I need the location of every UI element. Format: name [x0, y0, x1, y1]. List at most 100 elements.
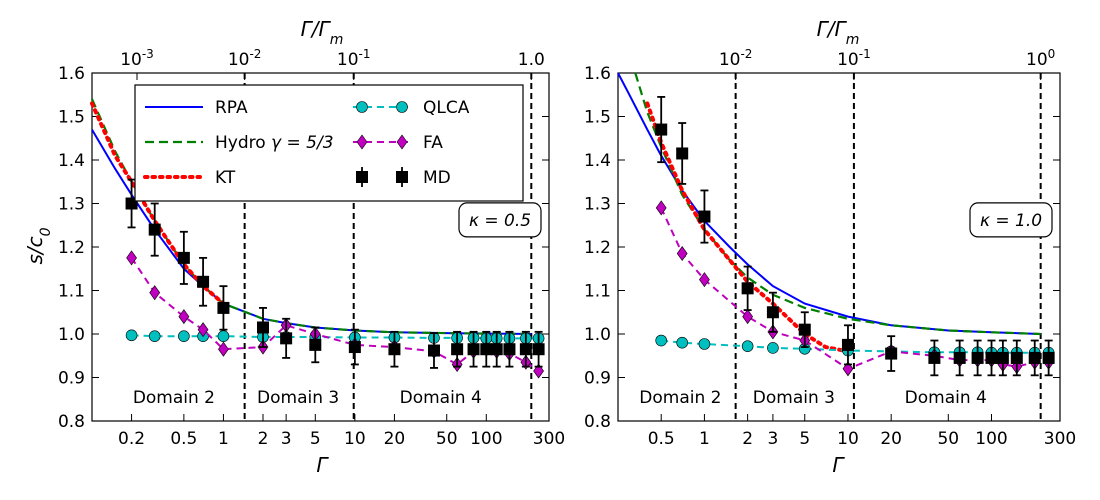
legend-item-hydro: Hydro γ = 5/3: [145, 133, 334, 153]
left-top-tick-label: 1.0: [518, 50, 545, 70]
left-md-point: [217, 301, 230, 314]
right-md-point: [985, 351, 998, 364]
right-top-tick-label: 100: [1026, 47, 1055, 70]
left-md-point: [427, 344, 440, 357]
right-md-point: [698, 210, 711, 223]
right-fa-point: [655, 200, 667, 216]
right-top-tick-label: 10-2: [719, 47, 753, 70]
right-ytick-label: 1.2: [584, 238, 611, 258]
legend-frame: [134, 84, 524, 202]
left-qlca-point: [125, 329, 138, 342]
right-domain-label: Domain 4: [905, 388, 987, 408]
left-ytick-label: 0.8: [58, 412, 85, 432]
legend-label: RPA: [215, 98, 248, 118]
left-xtick-label: 1: [218, 429, 229, 449]
left-xtick-label: 0.5: [170, 429, 197, 449]
right-xtick-label: 2: [742, 429, 753, 449]
left-xtick-label: 20: [384, 429, 406, 449]
left-series-md: [125, 178, 545, 369]
right-md-point: [741, 282, 754, 295]
left-fa-point: [126, 250, 137, 266]
left-md-point: [519, 343, 532, 356]
left-md-point: [197, 275, 210, 288]
left-ylabel: s/c0: [23, 227, 54, 264]
right-md-point: [996, 351, 1009, 364]
left-qlca-point: [148, 330, 161, 342]
right-xtick-label: 20: [880, 429, 902, 449]
right-xtick-label: 300: [1044, 429, 1076, 449]
right-md-point: [676, 147, 689, 160]
right-qlca-point: [655, 334, 668, 347]
left-fa-point: [178, 309, 190, 325]
legend-swatch-marker: [396, 134, 408, 150]
right-ytick-label: 1.1: [584, 282, 611, 302]
right-plot-area: 0.8 0.9 1.0 1.1 1.2 1.3 1.4 1.5 1.6 0.5 1 2 3 5 10 20 50…: [584, 47, 1076, 449]
right-domain-label: Domain 2: [639, 388, 721, 408]
right-fa-point: [676, 246, 688, 262]
right-xtick-label: 0.5: [648, 429, 675, 449]
right-series-md: [655, 96, 1055, 377]
left-plot-area: 0.8 0.9 1.0 1.1 1.2 1.3 1.4 1.5 1.6 0.2 0.5 1 2 3 5 10 2…: [58, 47, 565, 449]
right-ytick-label: 0.8: [584, 412, 611, 432]
left-md-point: [177, 251, 190, 264]
left-xtick-label: 10: [344, 429, 366, 449]
left-xtick-label: 5: [310, 429, 321, 449]
left-md-point: [532, 343, 545, 356]
left-md-point: [490, 343, 503, 356]
right-xtick-label: 50: [937, 429, 959, 449]
left-domain-label: Domain 2: [133, 388, 215, 408]
right-qlca-point: [741, 340, 754, 352]
right-plot-frame: [617, 72, 1061, 422]
right-qlca-line: [661, 339, 1049, 354]
right-xtick-label: 5: [799, 429, 810, 449]
legend-label: MD: [423, 168, 451, 188]
left-md-point: [280, 332, 293, 345]
legend-label: Hydro γ = 5/3: [215, 133, 334, 153]
left-fa-point: [149, 285, 161, 301]
left-domain-label: Domain 3: [257, 388, 339, 408]
legend-item-fa: FA: [353, 133, 443, 153]
left-md-point: [503, 343, 516, 356]
left-top-xlabel: Γ/Γm: [301, 17, 344, 48]
left-md-point: [256, 321, 269, 334]
right-md-point: [841, 338, 854, 351]
right-md-point: [928, 351, 941, 364]
left-qlca-point: [217, 330, 230, 342]
right-xlabel: Γ: [832, 453, 845, 477]
right-qlca-point: [698, 338, 711, 350]
right-qlca-point: [676, 336, 688, 349]
right-md-point: [798, 323, 811, 336]
left-md-point: [467, 343, 480, 356]
right-md-point: [971, 351, 984, 364]
right-ytick-label: 1.6: [584, 64, 611, 84]
legend-item-kt: KT: [143, 168, 236, 188]
right-xtick-label: 100: [975, 429, 1007, 449]
legend-swatch-marker: [356, 101, 368, 113]
right-xtick-label: 3: [767, 429, 778, 449]
right-md-point: [766, 306, 779, 319]
left-xtick-label: 300: [533, 429, 565, 449]
left-fa-point: [197, 322, 209, 338]
legend-swatch-marker: [356, 134, 368, 150]
legend-label: FA: [423, 133, 443, 153]
legend-item-qlca: QLCA: [353, 98, 470, 118]
left-xtick-label: 100: [470, 429, 502, 449]
left-kappa-box: [458, 202, 542, 238]
left-ytick-label: 1.3: [58, 195, 85, 215]
left-xtick-label: 2: [258, 429, 269, 449]
right-kappa-annotation: κ = 1.0: [980, 211, 1042, 231]
legend-swatch-marker: [396, 101, 408, 113]
left-md-point: [480, 343, 493, 356]
right-series-kt: [645, 101, 850, 354]
left-md-point: [148, 223, 161, 236]
right-md-point: [1028, 351, 1041, 364]
right-md-point: [1010, 351, 1023, 364]
legend-swatch-marker: [396, 171, 408, 183]
left-xlabel: Γ: [316, 453, 329, 477]
right-ytick-label: 1.3: [584, 195, 611, 215]
right-kt-line: [645, 101, 850, 354]
right-ytick-label: 0.9: [584, 369, 611, 389]
left-kappa-annotation: κ = 0.5: [469, 211, 531, 231]
left-top-tick-label: 10-2: [228, 47, 262, 70]
